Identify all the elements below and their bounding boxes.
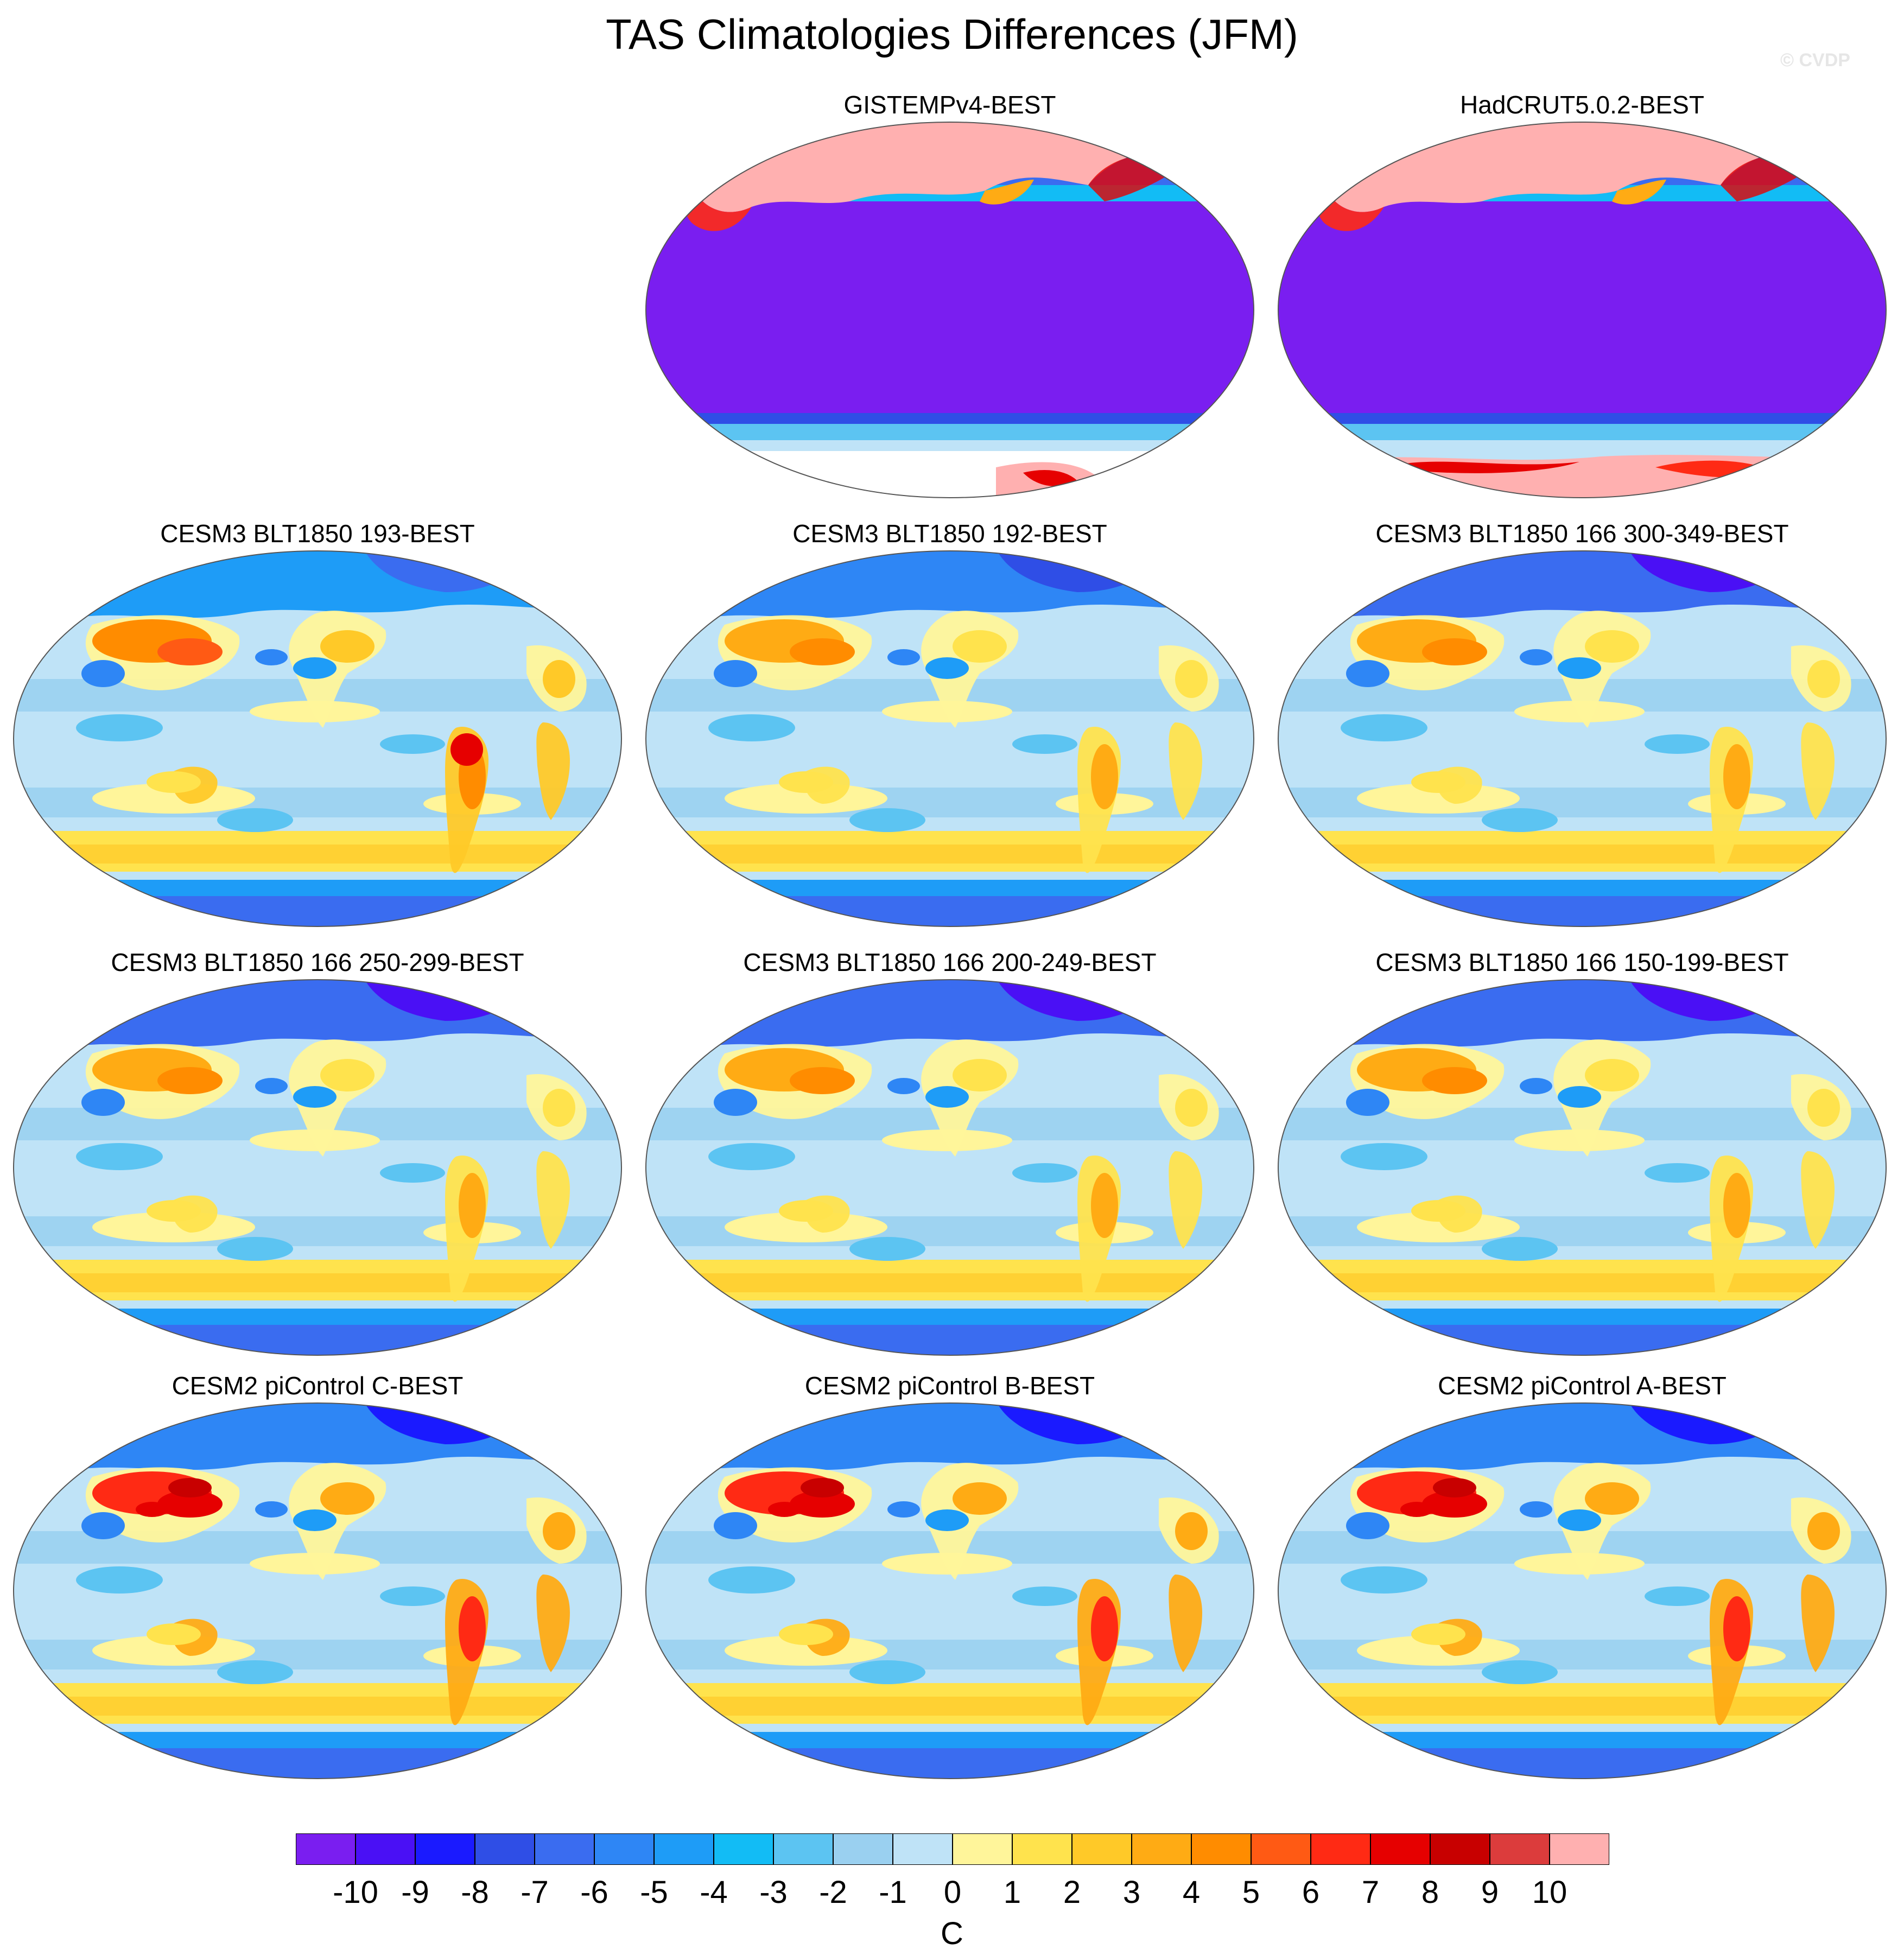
map-panel: CESM3 BLT1850 166 200-249-BEST [635, 947, 1265, 1370]
robinson-map [1278, 550, 1887, 927]
colorbar-tick-label: 6 [1302, 1875, 1320, 1910]
colorbar-box [1251, 1833, 1311, 1865]
colorbar-tick-label: -6 [580, 1875, 608, 1910]
cvdp-credit: © CVDP [1780, 50, 1850, 71]
robinson-map [1278, 122, 1887, 498]
robinson-map [1278, 979, 1887, 1356]
panel-title: CESM3 BLT1850 166 150-199-BEST [1375, 948, 1789, 976]
colorbar-box [1191, 1833, 1251, 1865]
colorbar-tick-label: -9 [401, 1875, 429, 1910]
colorbar-unit: C [941, 1916, 963, 1951]
colorbar-tick-label: 4 [1182, 1875, 1201, 1910]
colorbar-tick-label: -2 [819, 1875, 847, 1910]
colorbar-tick-label: -10 [333, 1875, 378, 1910]
colorbar-box [773, 1833, 833, 1865]
colorbar-tick-label: 8 [1421, 1875, 1439, 1910]
colorbar-box [535, 1833, 594, 1865]
map-panel: CESM3 BLT1850 166 250-299-BEST [3, 947, 632, 1370]
map-panel: GISTEMPv4-BEST [635, 90, 1265, 513]
colorbar-box [1490, 1833, 1550, 1865]
colorbar-tick-label: -5 [640, 1875, 668, 1910]
colorbar-box [296, 1833, 356, 1865]
colorbar-tick-label: 5 [1242, 1875, 1260, 1910]
panel-title: CESM2 piControl B-BEST [804, 1372, 1095, 1400]
map-panel: HadCRUT5.0.2-BEST [1267, 90, 1897, 513]
colorbar-tick-label: 9 [1481, 1875, 1499, 1910]
robinson-map [13, 1402, 622, 1779]
figure-title: TAS Climatologies Differences (JFM) [606, 10, 1298, 58]
panel-title: CESM2 piControl C-BEST [172, 1372, 464, 1400]
map-panel: CESM3 BLT1850 193-BEST [3, 518, 632, 942]
colorbar-box [1550, 1833, 1609, 1865]
panel-title: CESM3 BLT1850 192-BEST [792, 519, 1107, 548]
colorbar-tick-label: -7 [521, 1875, 549, 1910]
colorbar-box [714, 1833, 773, 1865]
panel-title: CESM3 BLT1850 166 300-349-BEST [1375, 519, 1789, 548]
colorbar-box [1132, 1833, 1191, 1865]
colorbar-tick-label: 3 [1122, 1875, 1141, 1910]
colorbar-box [475, 1833, 535, 1865]
robinson-map [645, 122, 1254, 498]
map-panel: CESM2 piControl A-BEST [1267, 1370, 1897, 1794]
robinson-map [645, 550, 1254, 927]
colorbar [296, 1833, 1609, 1865]
colorbar-box [1430, 1833, 1490, 1865]
colorbar-box [1012, 1833, 1072, 1865]
colorbar-tick-label: 2 [1063, 1875, 1081, 1910]
panel-title: CESM2 piControl A-BEST [1438, 1372, 1727, 1400]
map-panel: CESM3 BLT1850 192-BEST [635, 518, 1265, 942]
colorbar-tick-label: 10 [1532, 1875, 1567, 1910]
colorbar-tick-label: -3 [759, 1875, 788, 1910]
colorbar-tick-label: 7 [1361, 1875, 1380, 1910]
colorbar-box [1072, 1833, 1132, 1865]
map-panel: CESM3 BLT1850 166 300-349-BEST [1267, 518, 1897, 942]
colorbar-box [1311, 1833, 1370, 1865]
colorbar-tick-label: -8 [461, 1875, 489, 1910]
colorbar-box [356, 1833, 415, 1865]
colorbar-box [893, 1833, 953, 1865]
colorbar-box [953, 1833, 1012, 1865]
colorbar-box [1370, 1833, 1430, 1865]
robinson-map [13, 979, 622, 1356]
robinson-map [645, 979, 1254, 1356]
map-panel: CESM2 piControl B-BEST [635, 1370, 1265, 1794]
panel-title: GISTEMPv4-BEST [843, 91, 1056, 119]
panel-title: CESM3 BLT1850 193-BEST [160, 519, 475, 548]
colorbar-box [594, 1833, 654, 1865]
colorbar-tick-label: -1 [879, 1875, 907, 1910]
panel-title: CESM3 BLT1850 166 200-249-BEST [743, 948, 1157, 976]
robinson-map [645, 1402, 1254, 1779]
colorbar-box [415, 1833, 475, 1865]
panel-title: CESM3 BLT1850 166 250-299-BEST [111, 948, 524, 976]
colorbar-tick-label: 1 [1003, 1875, 1021, 1910]
robinson-map [13, 550, 622, 927]
panel-title: HadCRUT5.0.2-BEST [1460, 91, 1704, 119]
colorbar-tick-label: -4 [700, 1875, 728, 1910]
colorbar-box [654, 1833, 714, 1865]
robinson-map [1278, 1402, 1887, 1779]
map-panel: CESM3 BLT1850 166 150-199-BEST [1267, 947, 1897, 1370]
colorbar-box [833, 1833, 893, 1865]
map-panel: CESM2 piControl C-BEST [3, 1370, 632, 1794]
colorbar-tick-label: 0 [943, 1875, 962, 1910]
